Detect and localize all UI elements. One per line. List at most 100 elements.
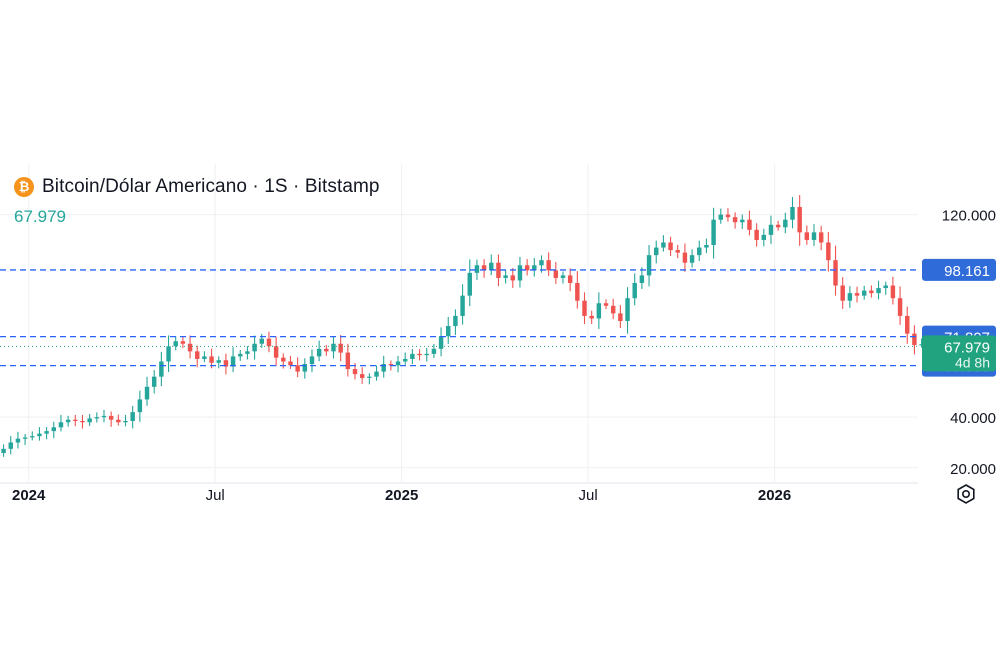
candle-down: [589, 315, 594, 319]
candle-down: [747, 219, 752, 230]
candle-down: [273, 346, 279, 358]
candle-up: [15, 438, 21, 443]
candle-up: [876, 288, 881, 294]
candle-down: [912, 333, 917, 346]
candle-down: [603, 303, 609, 306]
candle-up: [309, 356, 315, 365]
candle-up: [431, 348, 437, 354]
candle-up: [446, 326, 451, 337]
candle-up: [711, 219, 716, 246]
candle-up: [847, 293, 853, 301]
x-tick-label: 2024: [12, 487, 46, 504]
candle-down: [553, 270, 559, 278]
candle-up: [861, 290, 867, 296]
candle-up: [783, 219, 788, 228]
candle-down: [266, 338, 272, 347]
candle-up: [87, 418, 92, 423]
candle-down: [897, 298, 903, 316]
candle-up: [374, 371, 379, 377]
candle-up: [367, 376, 372, 378]
candle-up: [137, 399, 143, 413]
candle-down: [775, 224, 781, 228]
candle-up: [159, 361, 164, 377]
candle-down: [496, 262, 501, 278]
candle-up: [761, 234, 767, 240]
candle-up: [517, 265, 523, 281]
candle-up: [216, 360, 221, 363]
candle-up: [410, 353, 415, 359]
candle-down: [754, 229, 759, 240]
axis-settings-icon[interactable]: [957, 484, 975, 504]
x-tick-label: Jul: [579, 487, 598, 504]
candle-up: [44, 431, 49, 434]
candle-up: [402, 358, 408, 362]
candle-up: [130, 412, 135, 421]
candle-up: [395, 361, 401, 366]
candle-up: [503, 275, 508, 278]
x-tick-label: 2026: [758, 487, 791, 504]
candle-up: [539, 260, 544, 266]
candle-up: [151, 376, 157, 387]
bitcoin-icon: ₿: [14, 177, 34, 197]
y-tick-label: 120.000: [942, 208, 996, 225]
candle-up: [1, 448, 6, 453]
current-price-label-text: 67.979: [944, 339, 990, 356]
candle-up: [639, 275, 645, 283]
candle-up: [740, 219, 745, 223]
candle-up: [704, 245, 709, 248]
candle-down: [195, 351, 200, 359]
candle-up: [474, 265, 480, 273]
candle-down: [187, 343, 193, 352]
candle-up: [173, 341, 178, 347]
candle-down: [80, 420, 85, 423]
candle-up: [424, 353, 429, 356]
candle-down: [668, 242, 673, 251]
candle-up: [259, 338, 264, 344]
candle-up: [381, 364, 386, 372]
candle-up: [123, 420, 128, 423]
candle-down: [417, 353, 422, 356]
candle-down: [826, 242, 831, 261]
candle-up: [438, 336, 444, 349]
symbol-header[interactable]: ₿ Bitcoin/Dólar Americano · 1S · Bitstam…: [14, 176, 380, 198]
levels-layer: [0, 269, 918, 367]
candle-up: [532, 265, 537, 271]
candle-down: [295, 365, 300, 372]
candle-down: [108, 415, 114, 420]
candle-down: [223, 360, 229, 367]
candle-up: [718, 214, 723, 220]
candle-down: [510, 275, 516, 281]
candle-down: [324, 348, 329, 352]
candle-down: [73, 419, 78, 421]
candle-down: [116, 419, 121, 423]
candle-down: [818, 232, 824, 243]
candle-down: [610, 305, 616, 314]
candle-up: [58, 422, 64, 428]
x-tick-label: 2025: [385, 487, 418, 504]
candle-up: [489, 262, 494, 271]
candle-down: [359, 374, 365, 378]
candle-down: [567, 275, 573, 283]
candle-down: [675, 250, 680, 253]
candle-up: [453, 315, 458, 327]
candle-up: [919, 344, 924, 346]
candle-down: [840, 285, 845, 301]
candle-down: [524, 265, 530, 271]
candle-up: [883, 285, 888, 289]
candle-countdown-text: 4d 8h: [955, 354, 990, 370]
candle-down: [869, 290, 874, 294]
candle-up: [202, 356, 207, 359]
candle-down: [618, 313, 623, 321]
candle-up: [22, 437, 28, 439]
candle-down: [804, 232, 810, 240]
current-price-label-box: [922, 335, 996, 372]
candle-down: [797, 207, 802, 233]
candle-up: [238, 353, 243, 357]
y-tick-label: 20.000: [950, 461, 996, 478]
candle-up: [632, 282, 637, 299]
candle-up: [697, 247, 702, 256]
candle-up: [596, 303, 602, 319]
candle-up: [101, 415, 107, 418]
